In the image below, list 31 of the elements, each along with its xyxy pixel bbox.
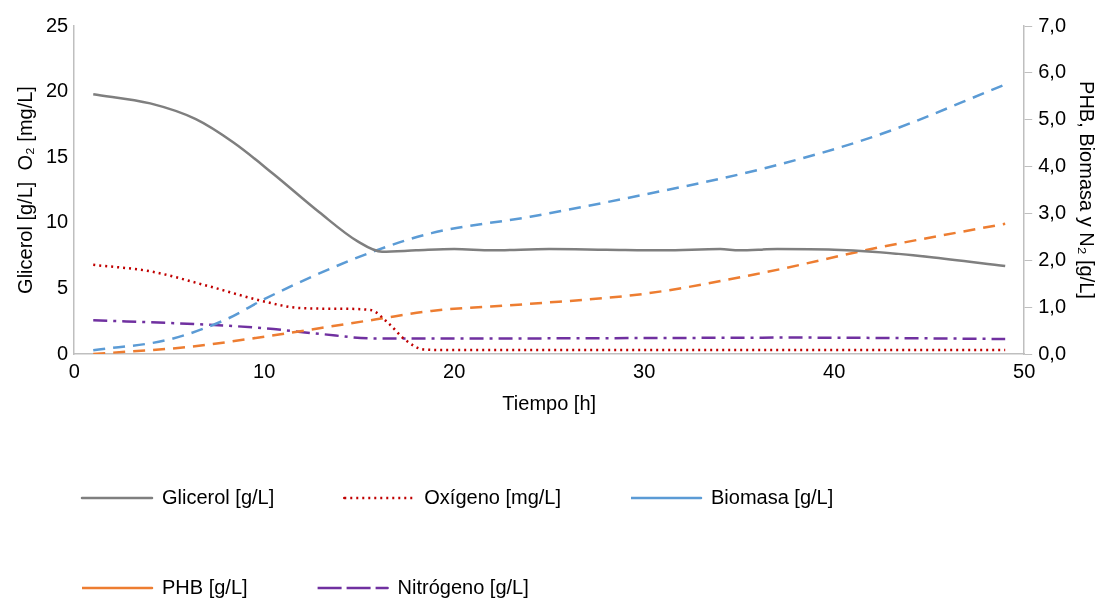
y2-axis-title: PHB, Biomasa y N₂ [g/L] bbox=[1076, 81, 1099, 299]
y-tick-label: 15 bbox=[46, 144, 69, 167]
x-tick-label: 30 bbox=[633, 359, 656, 382]
y2-tick-label: 3,0 bbox=[1038, 200, 1067, 223]
x-axis-title: Tiempo [h] bbox=[502, 391, 597, 414]
line-series bbox=[92, 222, 1007, 354]
y-tick-label: 0 bbox=[57, 341, 69, 364]
y-tick-label: 25 bbox=[46, 13, 69, 36]
y-tick-label: 20 bbox=[46, 79, 69, 102]
y2-tick-label: 4,0 bbox=[1038, 154, 1067, 177]
y2-tick-label: 2,0 bbox=[1038, 247, 1067, 270]
y2-tick-label: 7,0 bbox=[1038, 13, 1067, 36]
y-tick-label: 5 bbox=[57, 275, 69, 298]
y2-tick-label: 6,0 bbox=[1038, 60, 1067, 83]
legend-label: Biomasa [g/L] bbox=[711, 485, 834, 508]
legend-label: Nitrógeno [g/L] bbox=[397, 575, 529, 598]
y2-tick-label: 5,0 bbox=[1038, 107, 1067, 130]
x-tick-label: 40 bbox=[823, 359, 846, 382]
x-tick-label: 50 bbox=[1013, 359, 1036, 382]
legend-label: Oxígeno [mg/L] bbox=[424, 485, 562, 508]
y-tick-label: 10 bbox=[46, 210, 69, 233]
line-series bbox=[92, 92, 1007, 268]
x-tick-label: 20 bbox=[443, 359, 466, 382]
legend-label: Glicerol [g/L] bbox=[162, 485, 275, 508]
line-series bbox=[92, 263, 1007, 352]
legend-label: PHB [g/L] bbox=[162, 575, 248, 598]
y2-tick-label: 1,0 bbox=[1038, 294, 1067, 317]
x-tick-label: 10 bbox=[253, 359, 276, 382]
line-series bbox=[92, 319, 1007, 341]
y-axis-title: Glicerol [g/L] O₂ [mg/L] bbox=[13, 86, 36, 294]
y2-tick-label: 0,0 bbox=[1038, 341, 1067, 364]
